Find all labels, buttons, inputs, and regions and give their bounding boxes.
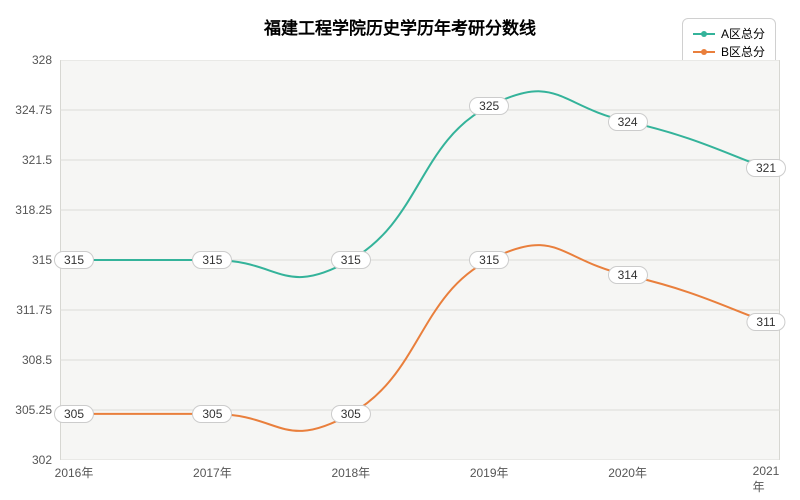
x-tick-label: 2018年 — [331, 464, 370, 481]
data-label: 305 — [192, 405, 232, 423]
y-tick-label: 328 — [2, 53, 52, 67]
x-tick-label: 2021年 — [753, 464, 780, 495]
legend-item-a[interactable]: A区总分 — [693, 25, 765, 43]
x-tick-label: 2016年 — [55, 464, 94, 481]
y-tick-label: 311.75 — [2, 303, 52, 317]
data-label: 321 — [746, 159, 786, 177]
legend-item-b[interactable]: B区总分 — [693, 43, 765, 61]
y-tick-label: 315 — [2, 253, 52, 267]
data-label: 324 — [608, 113, 648, 131]
data-label: 315 — [331, 251, 371, 269]
data-label: 311 — [746, 313, 785, 331]
data-label: 305 — [331, 405, 371, 423]
y-tick-label: 308.5 — [2, 353, 52, 367]
y-tick-label: 324.75 — [2, 103, 52, 117]
data-label: 305 — [54, 405, 94, 423]
chart-title: 福建工程学院历史学历年考研分数线 — [0, 14, 800, 39]
chart-container: 福建工程学院历史学历年考研分数线 A区总分 B区总分 302305.25308.… — [0, 0, 800, 500]
legend-label-a: A区总分 — [721, 25, 765, 43]
data-label: 314 — [608, 266, 648, 284]
data-label: 315 — [192, 251, 232, 269]
legend-swatch-b — [693, 51, 715, 53]
x-tick-label: 2020年 — [608, 464, 647, 481]
data-label: 315 — [54, 251, 94, 269]
y-tick-label: 318.25 — [2, 203, 52, 217]
y-tick-label: 305.25 — [2, 403, 52, 417]
data-label: 325 — [469, 97, 509, 115]
legend-swatch-a — [693, 33, 715, 35]
plot-area: 302305.25308.5311.75315318.25321.5324.75… — [60, 60, 780, 460]
legend-label-b: B区总分 — [721, 43, 765, 61]
y-tick-label: 321.5 — [2, 153, 52, 167]
lines-svg — [60, 60, 780, 460]
x-tick-label: 2017年 — [193, 464, 232, 481]
data-label: 315 — [469, 251, 509, 269]
y-tick-label: 302 — [2, 453, 52, 467]
x-tick-label: 2019年 — [470, 464, 509, 481]
